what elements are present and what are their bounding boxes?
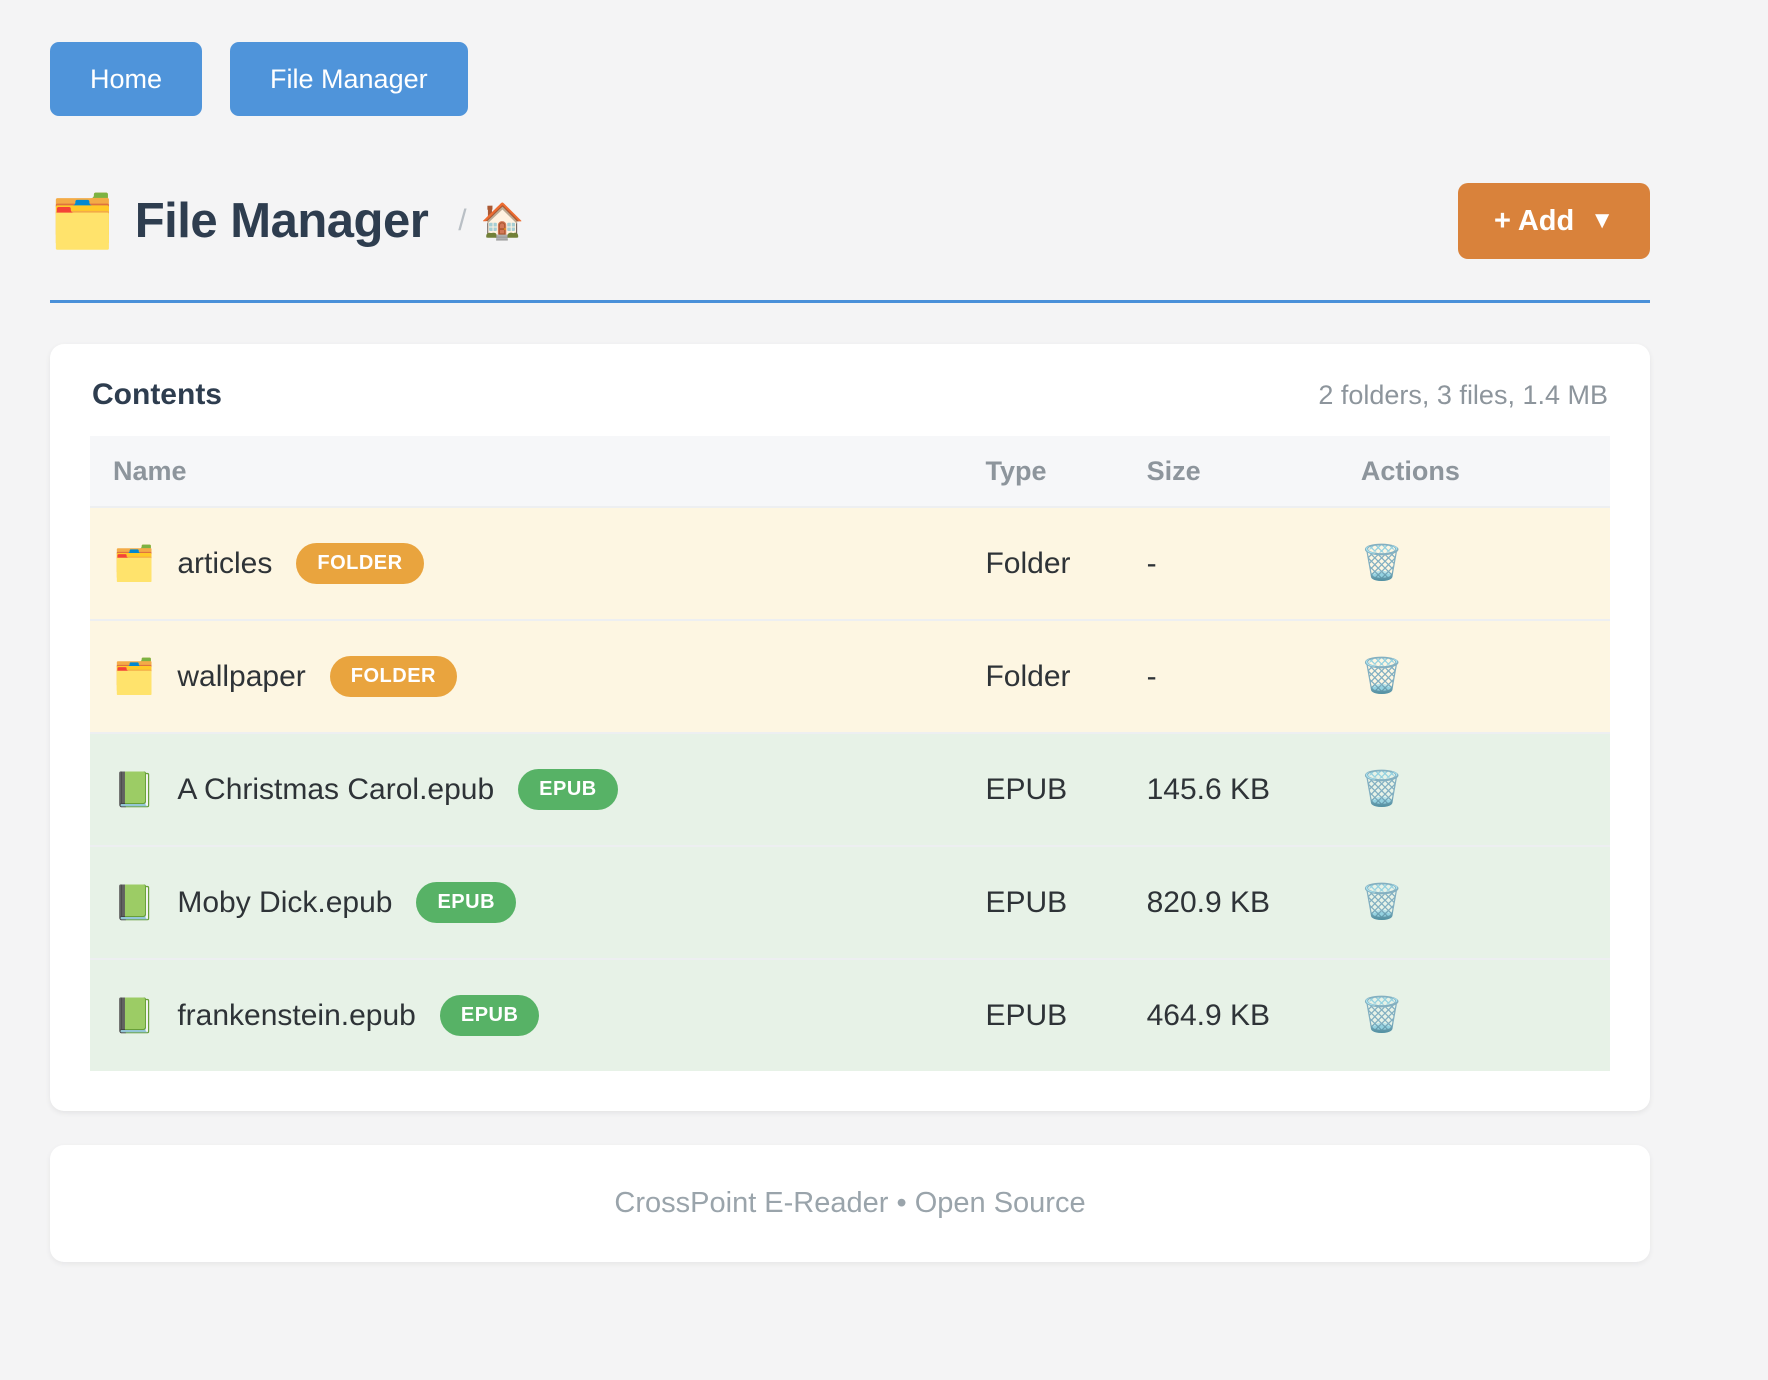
actions-cell: 🗑️ [1338,885,1610,921]
item-name[interactable]: wallpaper [177,659,306,693]
file-table: Name Type Size Actions 🗂️ articles FOLDE… [90,436,1610,1071]
name-cell: 🗂️ wallpaper FOLDER [90,656,962,697]
name-cell: 🗂️ articles FOLDER [90,543,962,584]
name-cell: 📗 A Christmas Carol.epub EPUB [90,769,962,810]
type-badge: FOLDER [296,543,424,584]
folder-icon: 🗂️ [113,544,156,583]
trash-icon: 🗑️ [1360,882,1404,921]
title-divider [50,300,1650,303]
contents-card: Contents 2 folders, 3 files, 1.4 MB Name… [50,344,1650,1111]
add-button[interactable]: + Add ▼ [1457,183,1650,259]
table-row: 🗂️ wallpaper FOLDER Folder - 🗑️ [90,619,1610,732]
type-cell: EPUB [985,998,1068,1032]
table-row: 📗 Moby Dick.epub EPUB EPUB 820.9 KB 🗑️ [90,845,1610,958]
delete-button[interactable]: 🗑️ [1361,659,1403,693]
actions-cell: 🗑️ [1338,659,1610,695]
folder-icon: 🗂️ [50,192,115,251]
item-name[interactable]: A Christmas Carol.epub [177,772,495,806]
trash-icon: 🗑️ [1360,995,1404,1034]
table-header-row: Name Type Size Actions [90,436,1610,506]
top-nav: Home File Manager [50,42,1650,116]
table-row: 📗 frankenstein.epub EPUB EPUB 464.9 KB 🗑… [90,958,1610,1071]
footer-text: CrossPoint E-Reader • Open Source [614,1187,1086,1219]
column-header-actions: Actions [1360,455,1460,486]
breadcrumb-separator: / [458,204,467,237]
size-cell: 820.9 KB [1146,885,1271,919]
column-header-type: Type [985,455,1047,486]
book-icon: 📗 [113,996,156,1035]
actions-cell: 🗑️ [1338,546,1610,582]
item-name[interactable]: articles [177,546,273,580]
page-header: 🗂️ File Manager / 🏠 + Add ▼ [50,182,1650,260]
column-header-name: Name [113,455,187,486]
type-cell: Folder [985,659,1071,693]
title-group: 🗂️ File Manager [50,191,429,252]
breadcrumb: / 🏠 [458,201,524,242]
item-name[interactable]: Moby Dick.epub [177,885,393,919]
name-cell: 📗 frankenstein.epub EPUB [90,995,962,1036]
footer: CrossPoint E-Reader • Open Source [50,1145,1650,1262]
table-row: 🗂️ articles FOLDER Folder - 🗑️ [90,506,1610,619]
type-badge: EPUB [518,769,618,810]
caret-down-icon: ▼ [1590,207,1614,234]
item-name[interactable]: frankenstein.epub [177,998,416,1032]
type-badge: FOLDER [329,656,457,697]
actions-cell: 🗑️ [1338,998,1610,1034]
delete-button[interactable]: 🗑️ [1361,998,1403,1032]
book-icon: 📗 [113,770,156,809]
type-cell: EPUB [985,885,1068,919]
trash-icon: 🗑️ [1360,543,1404,582]
delete-button[interactable]: 🗑️ [1361,546,1403,580]
page-title: File Manager [134,194,429,248]
contents-header: Contents 2 folders, 3 files, 1.4 MB [90,378,1610,412]
size-cell: 464.9 KB [1146,998,1271,1032]
actions-cell: 🗑️ [1338,772,1610,808]
type-badge: EPUB [416,882,517,923]
table-row: 📗 A Christmas Carol.epub EPUB EPUB 145.6… [90,732,1610,845]
nav-home-button[interactable]: Home [50,42,203,116]
trash-icon: 🗑️ [1360,656,1404,695]
contents-summary: 2 folders, 3 files, 1.4 MB [1318,380,1608,410]
page: Home File Manager 🗂️ File Manager / 🏠 + … [50,0,1650,1262]
delete-button[interactable]: 🗑️ [1361,885,1403,919]
folder-icon: 🗂️ [113,657,156,696]
type-cell: EPUB [985,772,1068,806]
trash-icon: 🗑️ [1360,769,1404,808]
type-cell: Folder [985,546,1071,580]
size-cell: - [1146,546,1157,580]
column-header-size: Size [1146,455,1201,486]
name-cell: 📗 Moby Dick.epub EPUB [90,882,962,923]
contents-title: Contents [92,378,222,411]
home-icon[interactable]: 🏠 [480,201,525,241]
add-button-label: + Add [1493,204,1575,237]
type-badge: EPUB [439,995,540,1036]
size-cell: - [1146,659,1157,693]
size-cell: 145.6 KB [1146,772,1271,806]
delete-button[interactable]: 🗑️ [1361,772,1403,806]
book-icon: 📗 [113,883,156,922]
nav-file-manager-button[interactable]: File Manager [230,42,468,116]
